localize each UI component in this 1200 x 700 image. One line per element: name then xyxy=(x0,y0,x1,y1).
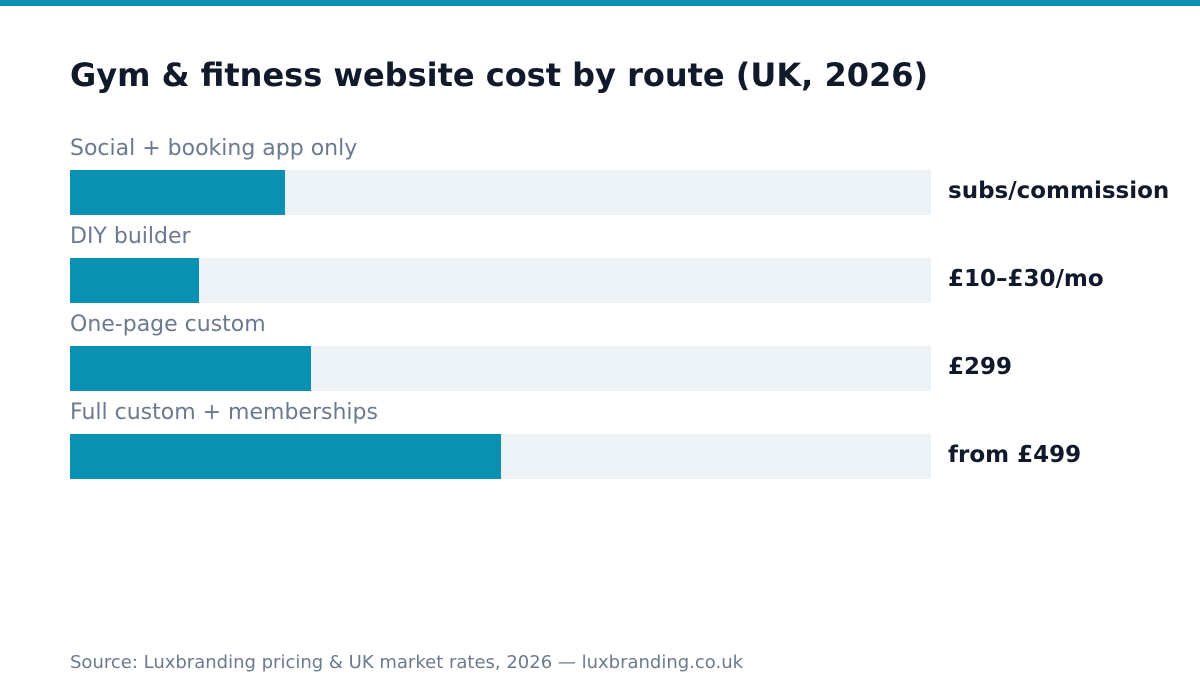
bar xyxy=(70,434,501,479)
bar xyxy=(70,346,311,391)
value-label: £10–£30/mo xyxy=(948,266,1104,292)
bar-row: DIY builder £10–£30/mo xyxy=(0,222,1200,310)
bar-track xyxy=(70,258,931,303)
bar-track xyxy=(70,434,931,479)
bar-track xyxy=(70,170,931,215)
chart-title: Gym & fitness website cost by route (UK,… xyxy=(70,56,929,94)
bar-row: Social + booking app only subs/commission xyxy=(0,134,1200,222)
category-label: Social + booking app only xyxy=(70,136,358,161)
value-label: subs/commission xyxy=(948,178,1170,204)
category-label: DIY builder xyxy=(70,224,191,249)
bar xyxy=(70,170,285,215)
bar xyxy=(70,258,199,303)
source-note: Source: Luxbranding pricing & UK market … xyxy=(70,652,744,673)
bar-row: Full custom + memberships from £499 xyxy=(0,398,1200,486)
bar-row: One-page custom £299 xyxy=(0,310,1200,398)
category-label: Full custom + memberships xyxy=(70,400,378,425)
category-label: One-page custom xyxy=(70,312,266,337)
value-label: £299 xyxy=(948,354,1013,380)
top-accent-bar xyxy=(0,0,1200,6)
bar-track xyxy=(70,346,931,391)
value-label: from £499 xyxy=(948,442,1082,468)
